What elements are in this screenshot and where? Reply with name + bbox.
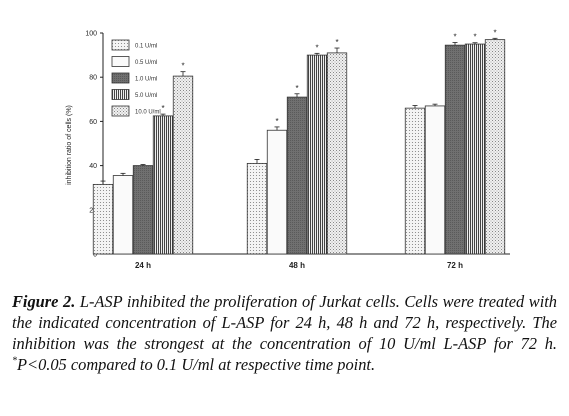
significance-star: *: [493, 28, 496, 37]
legend-swatch: [111, 72, 130, 84]
significance-star: *: [453, 33, 456, 42]
figure-caption: Figure 2. L-ASP inhibited the proliferat…: [12, 291, 557, 375]
significance-star: *: [335, 38, 338, 47]
y-tick-label: 0: [93, 252, 97, 259]
significance-star: *: [473, 33, 476, 42]
bar: [484, 39, 506, 255]
bar: [286, 96, 308, 255]
bar: [246, 162, 268, 255]
legend-swatch: [111, 105, 130, 117]
bar: [172, 75, 194, 255]
legend-label: 10.0 U/ml: [135, 110, 161, 116]
x-category-label: 24 h: [135, 261, 151, 270]
bar: [306, 54, 328, 255]
legend-label: 0.5 U/ml: [135, 60, 157, 66]
legend: 0.1 U/ml 0.5 U/ml 1.0 U/ml 5.0 U/ml 10.0 U/m…: [111, 39, 161, 117]
bar: [444, 44, 466, 255]
bar: [326, 52, 348, 255]
y-tick-label: 60: [89, 119, 97, 126]
significance-star: *: [181, 62, 184, 71]
significance-star: *: [315, 43, 318, 52]
bar-group: * * * * * * * * *: [92, 28, 506, 255]
bar-chart: 02040608010024 h48 h72 h ********* 0.1 U…: [66, 28, 510, 270]
y-tick-label: 40: [89, 163, 97, 170]
y-axis-label: inhibition ratio of cells (%): [66, 105, 73, 185]
caption-text-1: L-ASP inhibited the proliferation of Jur…: [12, 292, 558, 353]
bar: [152, 115, 174, 255]
bar: [92, 183, 114, 255]
bar: [132, 165, 154, 255]
bar: [266, 129, 288, 255]
legend-label: 1.0 U/ml: [135, 77, 157, 83]
significance-star: *: [161, 104, 164, 113]
x-category-label: 48 h: [289, 261, 305, 270]
y-tick-label: 80: [89, 75, 97, 82]
y-tick-label: 100: [85, 31, 97, 38]
bar: [424, 105, 446, 255]
x-category-label: 72 h: [447, 261, 463, 270]
legend-label: 0.1 U/ml: [135, 44, 157, 50]
caption-label: Figure 2.: [12, 292, 76, 311]
bar: [112, 175, 134, 255]
legend-swatch: [111, 39, 130, 51]
bar: [464, 43, 486, 255]
legend-swatch: [111, 56, 130, 67]
legend-label: 5.0 U/ml: [135, 93, 157, 99]
bar: [404, 107, 426, 255]
legend-swatch: [111, 89, 130, 100]
caption-sup: *: [12, 355, 17, 367]
significance-star: *: [295, 84, 298, 93]
significance-star: *: [275, 117, 278, 126]
caption-text-2: P<0.05 compared to 0.1 U/ml at respectiv…: [17, 355, 376, 374]
